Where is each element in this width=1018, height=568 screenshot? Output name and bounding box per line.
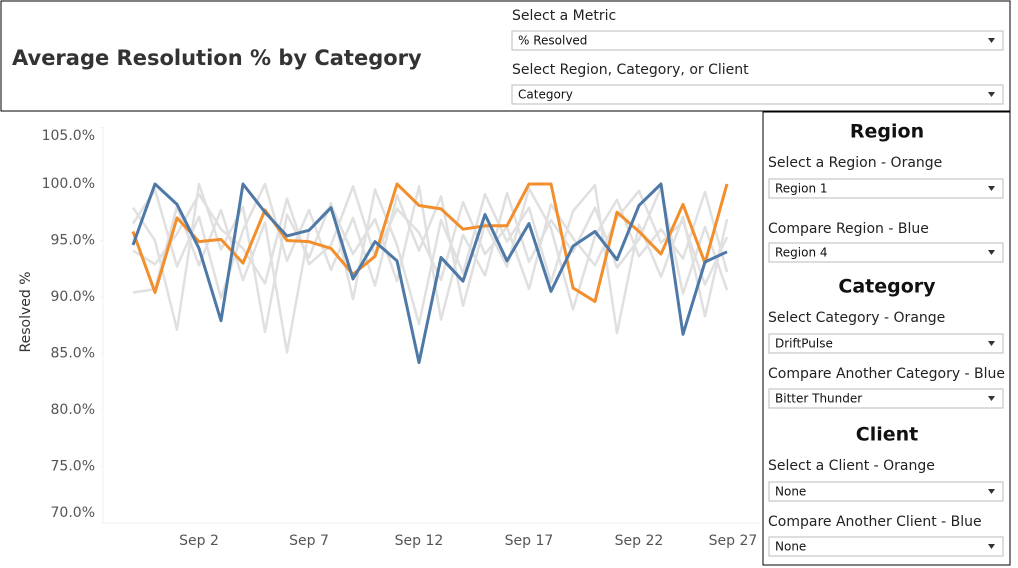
control-label: Select Category - Orange bbox=[768, 310, 945, 326]
dropdown-value: % Resolved bbox=[518, 34, 587, 48]
dropdown[interactable] bbox=[768, 536, 1004, 557]
x-tick-label: Sep 2 bbox=[179, 533, 219, 549]
panel-box bbox=[762, 111, 1011, 566]
data-line bbox=[131, 182, 728, 365]
dropdown-arrow bbox=[988, 92, 995, 97]
dropdown[interactable] bbox=[768, 481, 1004, 502]
dropdown-arrow bbox=[988, 396, 995, 401]
dropdown-value: None bbox=[775, 540, 806, 554]
x-tick-label: Sep 7 bbox=[289, 533, 329, 549]
y-axis-label: Resolved % bbox=[18, 272, 34, 353]
dropdown-value: Category bbox=[518, 88, 573, 102]
y-tick-label: 80.0% bbox=[51, 402, 95, 418]
dropdown-value: Bitter Thunder bbox=[775, 392, 862, 406]
dropdown-arrow bbox=[988, 489, 995, 494]
dropdown[interactable] bbox=[768, 333, 1004, 354]
control-label: Select a Metric bbox=[512, 8, 616, 24]
dropdown[interactable] bbox=[511, 30, 1004, 51]
x-tick-label: Sep 22 bbox=[615, 533, 664, 549]
control-label: Select a Region - Orange bbox=[768, 155, 942, 171]
data-line bbox=[131, 182, 729, 311]
x-tick-label: Sep 12 bbox=[395, 533, 444, 549]
y-tick-label: 90.0% bbox=[51, 289, 95, 305]
y-tick-label: 105.0% bbox=[42, 128, 95, 144]
data-line bbox=[132, 185, 729, 291]
y-tick-label: 70.0% bbox=[51, 505, 95, 521]
dropdown[interactable] bbox=[511, 84, 1004, 105]
y-tick-label: 95.0% bbox=[51, 233, 95, 249]
section-heading: Region bbox=[850, 121, 924, 143]
x-tick-label: Sep 17 bbox=[505, 533, 554, 549]
dropdown[interactable] bbox=[768, 178, 1004, 199]
dropdown-value: None bbox=[775, 485, 806, 499]
dropdown-arrow bbox=[988, 250, 995, 255]
y-tick-label: 85.0% bbox=[51, 346, 95, 362]
section-heading: Client bbox=[856, 424, 918, 446]
dropdown-value: Region 1 bbox=[775, 182, 828, 196]
dropdown-value: DriftPulse bbox=[775, 337, 833, 351]
data-line bbox=[131, 182, 729, 335]
dropdown[interactable] bbox=[768, 242, 1004, 263]
dropdown-arrow bbox=[988, 186, 995, 191]
control-label: Compare Another Category - Blue bbox=[768, 366, 1005, 382]
dropdown[interactable] bbox=[768, 388, 1004, 409]
dropdown-arrow bbox=[988, 544, 995, 549]
y-tick-label: 100.0% bbox=[42, 176, 95, 192]
section-heading: Category bbox=[838, 276, 936, 298]
control-label: Compare Another Client - Blue bbox=[768, 514, 982, 530]
y-tick-label: 75.0% bbox=[51, 459, 95, 475]
page-title: Average Resolution % by Category bbox=[12, 46, 422, 70]
header-box bbox=[0, 0, 1011, 112]
control-label: Select Region, Category, or Client bbox=[512, 62, 749, 78]
dropdown-arrow bbox=[988, 38, 995, 43]
control-label: Compare Region - Blue bbox=[768, 221, 929, 237]
control-label: Select a Client - Orange bbox=[768, 458, 935, 474]
x-tick-label: Sep 27 bbox=[709, 533, 758, 549]
dropdown-arrow bbox=[988, 341, 995, 346]
dropdown-value: Region 4 bbox=[775, 246, 828, 260]
